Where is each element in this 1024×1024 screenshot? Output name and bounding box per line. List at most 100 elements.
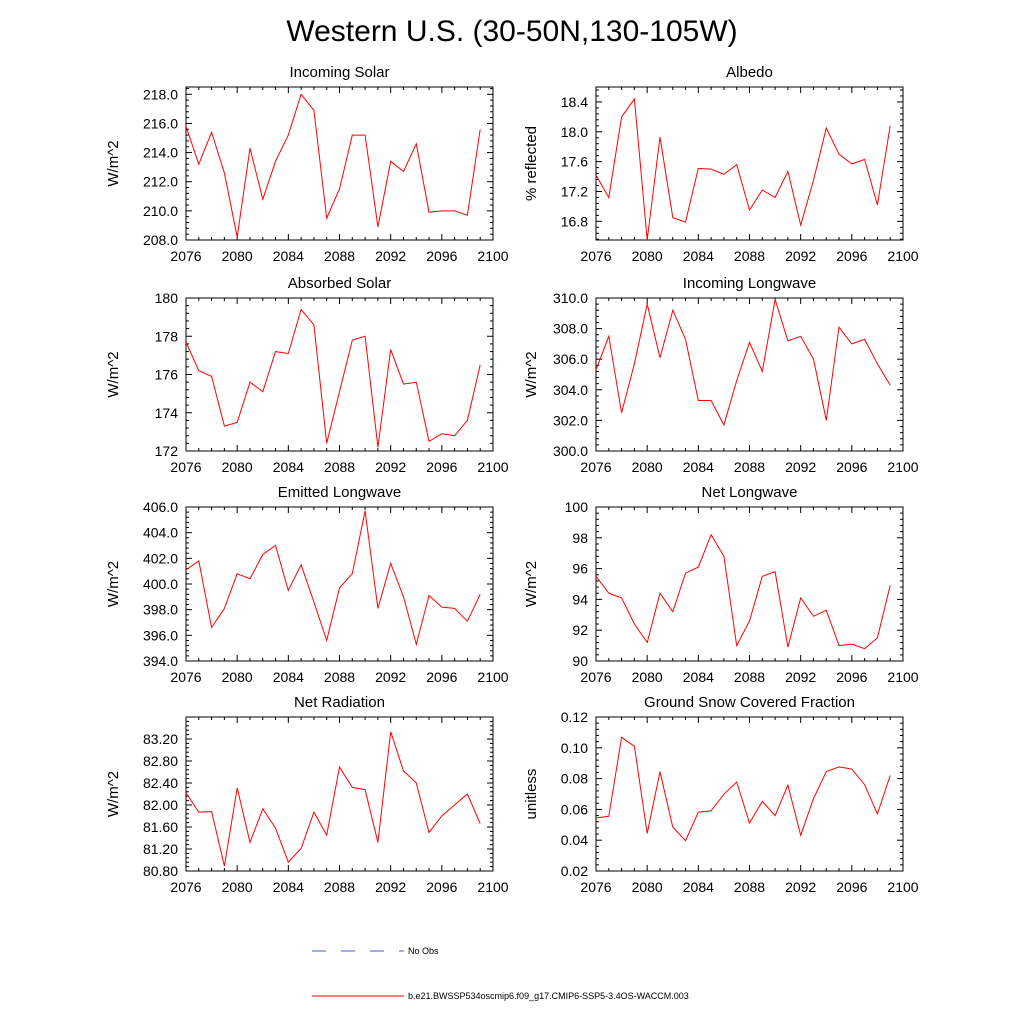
panel-3: Absorbed Solar W/m^2 2076 2080 2084 2088 2092 2… [105, 275, 509, 475]
y-tick-label: 208.0 [143, 232, 178, 248]
x-tick-label: 2088 [324, 669, 355, 685]
x-tick-label: 2092 [375, 248, 406, 264]
x-tick-label: 2076 [170, 669, 201, 685]
y-tick-label: 402.0 [143, 550, 178, 566]
y-axis-label: W/m^2 [105, 351, 122, 397]
y-tick-label: 300.0 [553, 443, 588, 459]
plot-frame [595, 297, 904, 452]
y-tick-label: 212.0 [143, 174, 178, 190]
plot-frame [185, 86, 494, 241]
x-tick-label: 2080 [632, 669, 663, 685]
panel-2: Albedo % reflected 2076 2080 2084 2088 2092 209… [523, 64, 919, 264]
y-tick-label: 394.0 [143, 653, 178, 669]
x-tick-label: 2080 [632, 248, 663, 264]
x-tick-label: 2084 [273, 669, 304, 685]
y-tick-label: 176 [155, 367, 179, 383]
x-tick-label: 2092 [785, 879, 816, 895]
x-tick-label: 2076 [170, 248, 201, 264]
panel-7: Net Radiation W/m^2 2076 2080 2084 2088 2092 20… [105, 694, 509, 895]
panel-title: Net Longwave [702, 484, 798, 501]
y-tick-label: 98 [572, 530, 588, 546]
panel-title: Incoming Solar [289, 64, 389, 81]
x-tick-label: 2096 [836, 248, 867, 264]
panel-5: Emitted Longwave W/m^2 2076 2080 2084 2088 209… [105, 484, 509, 685]
x-tick-label: 2100 [477, 669, 508, 685]
y-tick-label: 172 [155, 443, 179, 459]
x-tick-label: 2100 [887, 669, 918, 685]
x-tick-label: 2100 [887, 459, 918, 475]
x-tick-label: 2100 [477, 248, 508, 264]
panel-title: Incoming Longwave [683, 275, 816, 292]
x-tick-label: 2100 [887, 879, 918, 895]
x-tick-label: 2096 [426, 248, 457, 264]
x-tick-label: 2076 [170, 879, 201, 895]
series-line [595, 736, 891, 842]
y-tick-label: 90 [572, 653, 588, 669]
x-tick-label: 2096 [836, 669, 867, 685]
y-tick-label: 82.00 [143, 797, 178, 813]
y-axis-label: unitless [523, 769, 540, 820]
y-tick-label: 0.12 [561, 709, 588, 725]
plot-frame [595, 506, 904, 662]
x-tick-label: 2080 [222, 669, 253, 685]
x-tick-label: 2076 [580, 248, 611, 264]
x-tick-label: 2088 [324, 459, 355, 475]
series-line [595, 299, 891, 427]
y-tick-label: 406.0 [143, 499, 178, 515]
y-tick-label: 398.0 [143, 602, 178, 618]
panel-title: Net Radiation [294, 694, 385, 711]
y-tick-label: 214.0 [143, 145, 178, 161]
y-tick-label: 178 [155, 328, 179, 344]
series-line [185, 510, 481, 647]
legend-obs-label: No Obs [408, 946, 439, 956]
y-tick-label: 17.2 [561, 183, 588, 199]
x-tick-label: 2076 [580, 879, 611, 895]
y-axis-label: W/m^2 [523, 351, 540, 397]
x-tick-label: 2088 [324, 248, 355, 264]
y-tick-label: 304.0 [553, 382, 588, 398]
x-tick-label: 2096 [426, 459, 457, 475]
y-tick-label: 400.0 [143, 576, 178, 592]
x-tick-label: 2084 [273, 459, 304, 475]
y-tick-label: 302.0 [553, 412, 588, 428]
series-line [185, 308, 481, 448]
plot-frame [185, 297, 494, 452]
y-tick-label: 216.0 [143, 115, 178, 131]
x-tick-label: 2088 [734, 879, 765, 895]
y-tick-label: 82.40 [143, 775, 178, 791]
y-tick-label: 81.60 [143, 819, 178, 835]
x-tick-label: 2076 [170, 459, 201, 475]
panel-title: Ground Snow Covered Fraction [644, 694, 855, 711]
y-tick-label: 80.80 [143, 863, 178, 879]
y-tick-label: 81.20 [143, 841, 178, 857]
panel-title: Albedo [726, 64, 773, 81]
plot-frame [185, 506, 494, 662]
y-tick-label: 0.04 [561, 832, 588, 848]
x-tick-label: 2080 [222, 248, 253, 264]
y-tick-label: 83.20 [143, 731, 178, 747]
panel-6: Net Longwave W/m^2 2076 2080 2084 2088 2092 209… [523, 484, 919, 685]
y-tick-label: 218.0 [143, 86, 178, 102]
x-tick-label: 2084 [683, 248, 714, 264]
y-tick-label: 94 [572, 591, 588, 607]
x-tick-label: 2076 [580, 669, 611, 685]
series-line [595, 533, 891, 650]
x-tick-label: 2080 [222, 459, 253, 475]
panels: Incoming Solar W/m^2 2076 2080 2084 2088 2092 2… [105, 64, 919, 895]
x-tick-label: 2096 [426, 669, 457, 685]
y-tick-label: 0.02 [561, 863, 588, 879]
y-axis-label: W/m^2 [105, 561, 122, 607]
x-tick-label: 2080 [632, 459, 663, 475]
x-tick-label: 2088 [324, 879, 355, 895]
x-tick-label: 2100 [477, 879, 508, 895]
y-axis-label: W/m^2 [523, 561, 540, 607]
series-line [185, 731, 481, 867]
y-tick-label: 174 [155, 405, 179, 421]
plot-frame [185, 716, 494, 872]
y-axis-label: W/m^2 [105, 771, 122, 817]
panel-title: Emitted Longwave [278, 484, 401, 501]
y-tick-label: 308.0 [553, 321, 588, 337]
series-line [595, 97, 891, 241]
panel-4: Incoming Longwave W/m^2 2076 2080 2084 2088 20… [523, 275, 919, 475]
y-tick-label: 210.0 [143, 203, 178, 219]
